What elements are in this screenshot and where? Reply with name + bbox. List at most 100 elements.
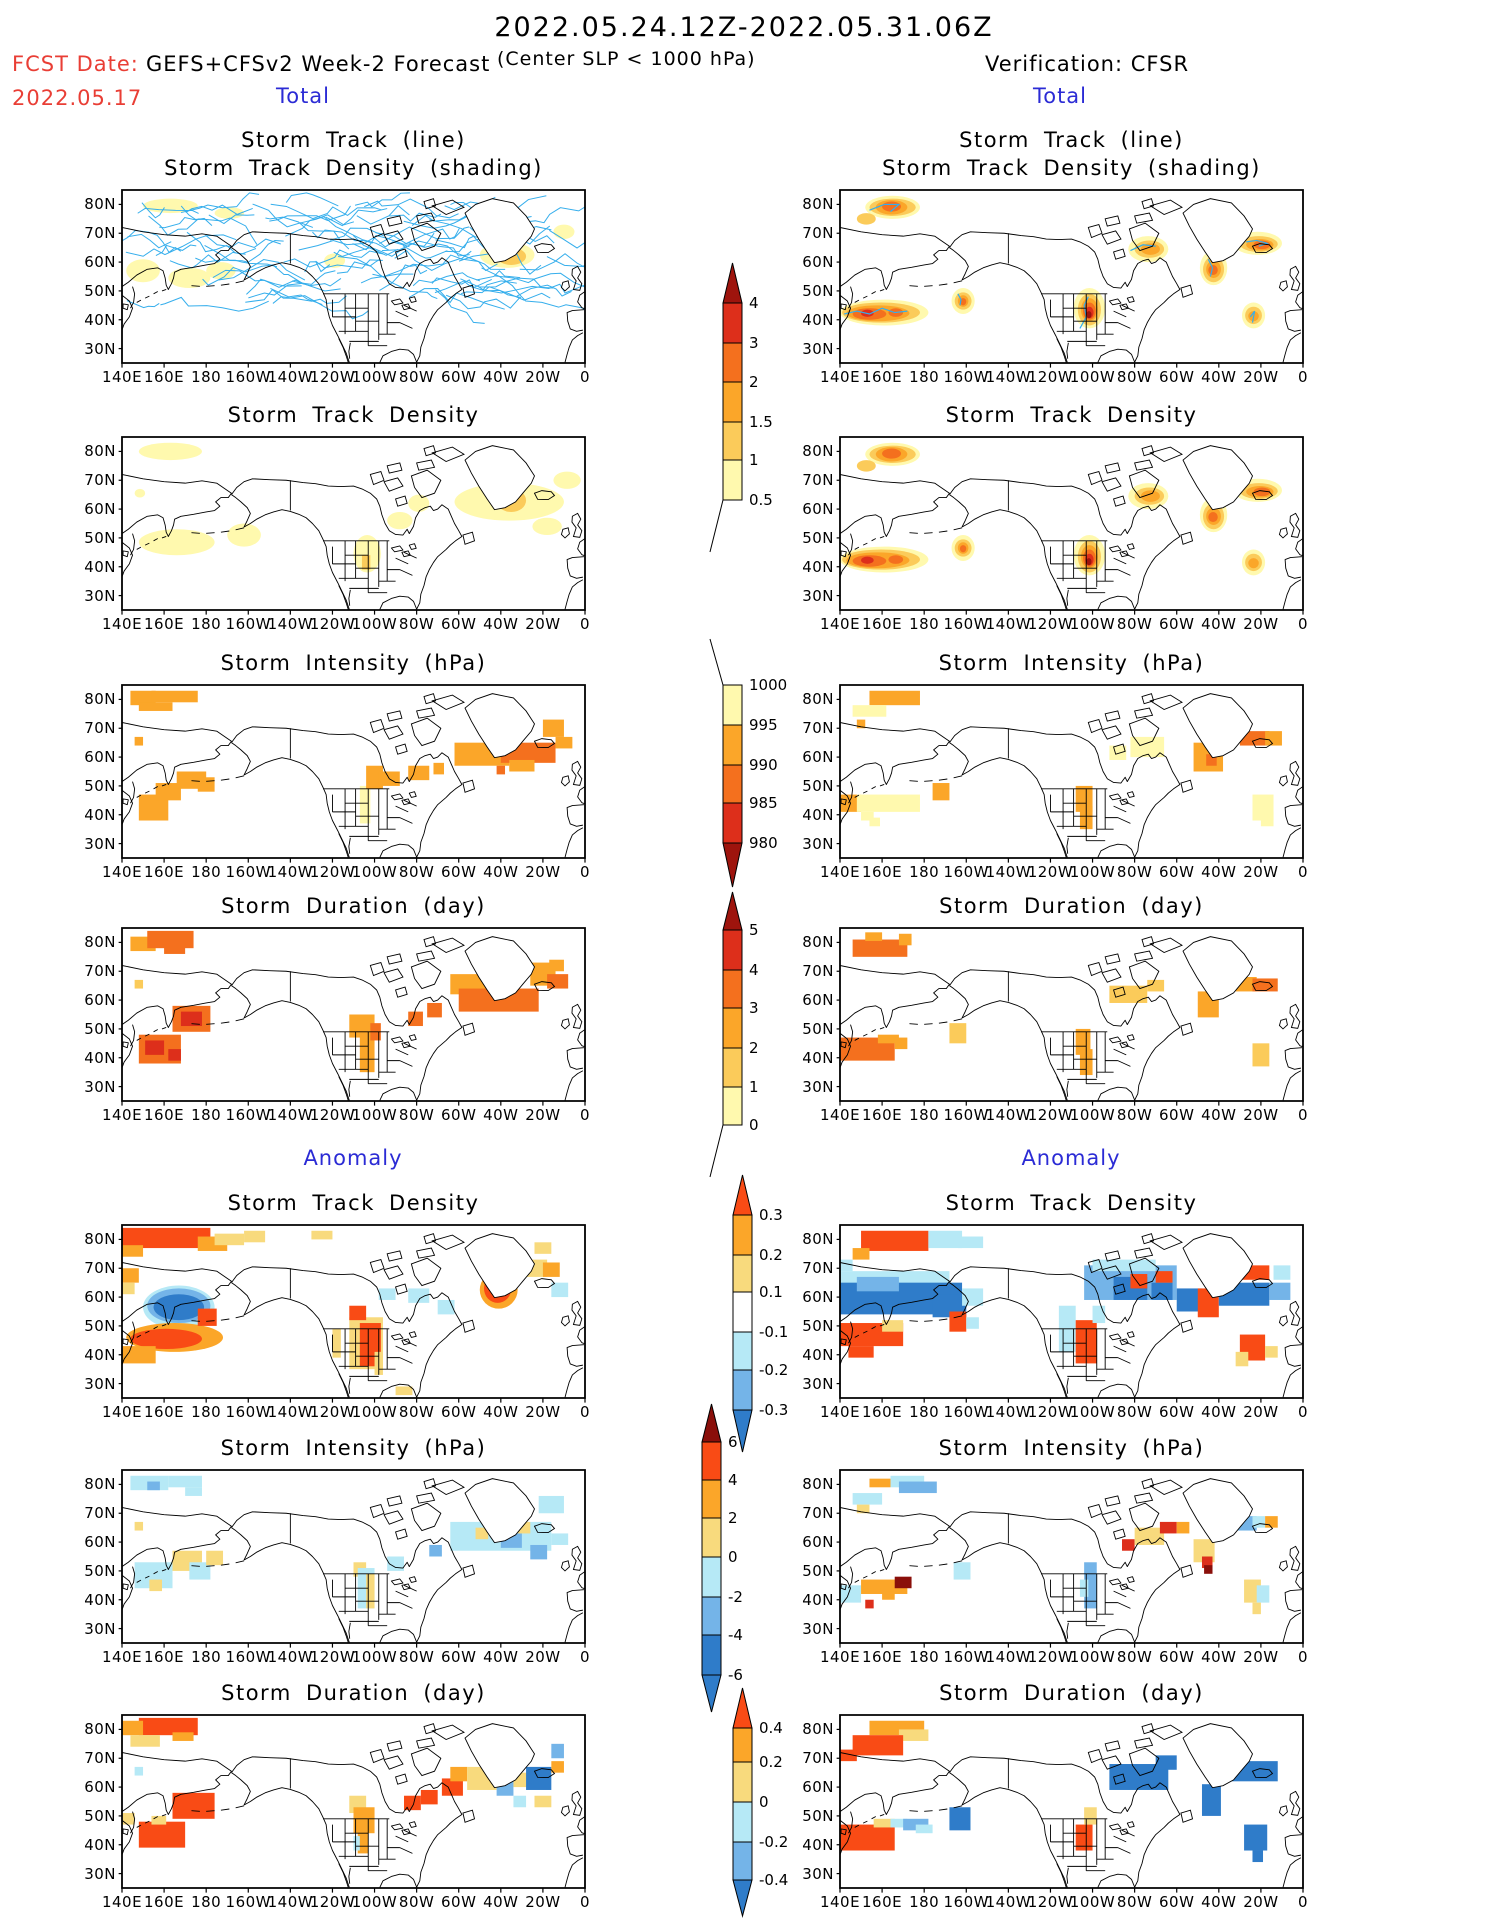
lon-tick-label: 140W: [267, 368, 314, 386]
map-content: [840, 690, 1303, 858]
shaded-region: [852, 1493, 883, 1505]
island-coastline: [384, 231, 403, 244]
coastline: [949, 495, 1067, 610]
map-panel-verif-intensity-anomaly: [840, 1470, 1303, 1643]
coastline: [1283, 538, 1303, 609]
lat-tick-label: 30N: [802, 339, 834, 358]
island-coastline: [463, 780, 475, 792]
shaded-region: [1130, 736, 1165, 758]
map-content: [840, 932, 1303, 1100]
coastline: [391, 297, 416, 310]
coastline: [231, 1757, 461, 1888]
island-coastline: [1135, 460, 1153, 470]
lon-tick-label: 0: [1297, 615, 1309, 633]
island-coastline: [370, 720, 384, 733]
lat-tick-label: 70N: [84, 224, 116, 243]
coastline: [323, 1819, 417, 1871]
colorbar-block: [701, 1517, 722, 1558]
coastline: [848, 1812, 852, 1834]
shaded-region: [404, 1795, 421, 1811]
coastline: [855, 784, 884, 797]
lon-tick-label: 60W: [1159, 615, 1195, 633]
coastline: [565, 1326, 585, 1397]
colorbar-tick-label: 3: [749, 334, 759, 352]
island-coastline: [1142, 1234, 1154, 1244]
coastline: [840, 965, 949, 1027]
storm-track-line: [312, 230, 372, 243]
coastline: [848, 1322, 852, 1344]
lon-tick-label: 160W: [943, 1403, 989, 1421]
shaded-region: [553, 224, 575, 240]
coastline: [123, 799, 128, 805]
lon-tick-label: 160E: [144, 863, 185, 881]
island-coastline: [417, 1738, 435, 1748]
shaded-region: [134, 1766, 144, 1776]
storm-track-line: [372, 251, 471, 277]
right-anomaly-label: Anomaly: [1021, 1146, 1121, 1170]
shaded-region: [1084, 1807, 1097, 1825]
map-content: [117, 193, 642, 363]
island-coastline: [1129, 1258, 1158, 1285]
coastline: [855, 1569, 884, 1582]
colorbar-arrow-bottom: [732, 1879, 753, 1918]
shaded-region: [547, 974, 569, 989]
shaded-region: [138, 1717, 198, 1736]
colorbar-block: [701, 1596, 722, 1636]
shaded-region: [227, 523, 261, 547]
lon-tick-label: 0: [1297, 1403, 1309, 1421]
island-coastline: [1279, 1019, 1287, 1029]
coastline: [841, 1829, 846, 1835]
coastline: [565, 291, 585, 362]
island-coastline: [1150, 447, 1182, 461]
island-coastline: [1142, 937, 1154, 947]
map-title: Storm Track (line): [241, 128, 466, 152]
lon-tick-label: 20W: [525, 1106, 561, 1124]
coastline: [122, 227, 231, 289]
lat-tick-label: 30N: [84, 1864, 116, 1883]
shaded-region: [244, 1230, 266, 1243]
lat-tick-label: 40N: [84, 1048, 116, 1067]
island-coastline: [463, 1023, 475, 1035]
shaded-region: [395, 1386, 413, 1396]
lon-tick-label: 140E: [819, 1648, 861, 1666]
lon-tick-label: 60W: [441, 1403, 477, 1421]
lon-tick-label: 160W: [943, 615, 989, 633]
storm-track-line: [316, 260, 383, 268]
island-coastline: [1129, 1503, 1158, 1530]
coastline: [1109, 297, 1134, 310]
greenland-landmass: [465, 199, 534, 263]
colorbar-block: [732, 1801, 753, 1843]
island-coastline: [1135, 708, 1153, 718]
colorbar-arrow-top: [701, 1403, 722, 1443]
shaded-region: [532, 517, 562, 536]
lat-tick-label: 60N: [802, 253, 834, 272]
coastline: [565, 538, 585, 609]
colorbar-block: [722, 342, 743, 383]
island-coastline: [1252, 739, 1272, 748]
lon-tick-label: 160E: [144, 1893, 185, 1911]
coastline: [909, 1806, 962, 1811]
coastline: [191, 776, 244, 781]
shaded-region: [122, 1346, 156, 1364]
lon-tick-label: 20W: [1243, 1106, 1279, 1124]
shaded-region: [1244, 1824, 1268, 1851]
lon-tick-label: 60W: [441, 1648, 477, 1666]
shaded-region: [361, 555, 371, 570]
shaded-region: [1252, 1602, 1261, 1615]
lon-tick-label: 120W: [1027, 615, 1074, 633]
lat-tick-label: 50N: [802, 1561, 834, 1580]
shaded-region: [134, 1521, 144, 1531]
shaded-region: [122, 1720, 144, 1736]
lon-tick-label: 60W: [441, 368, 477, 386]
map-panel-fcst-density-anomaly: [122, 1225, 585, 1398]
shaded-region: [882, 1591, 895, 1600]
storm-track-line: [271, 204, 382, 218]
shaded-region: [138, 442, 202, 461]
shaded-region: [966, 1317, 979, 1329]
map-title: Storm Track Density: [945, 1191, 1198, 1215]
island-coastline: [424, 1724, 436, 1734]
island-coastline: [1105, 1251, 1120, 1261]
island-coastline: [387, 1741, 402, 1751]
island-coastline: [1135, 951, 1153, 961]
island-coastline: [384, 726, 403, 739]
